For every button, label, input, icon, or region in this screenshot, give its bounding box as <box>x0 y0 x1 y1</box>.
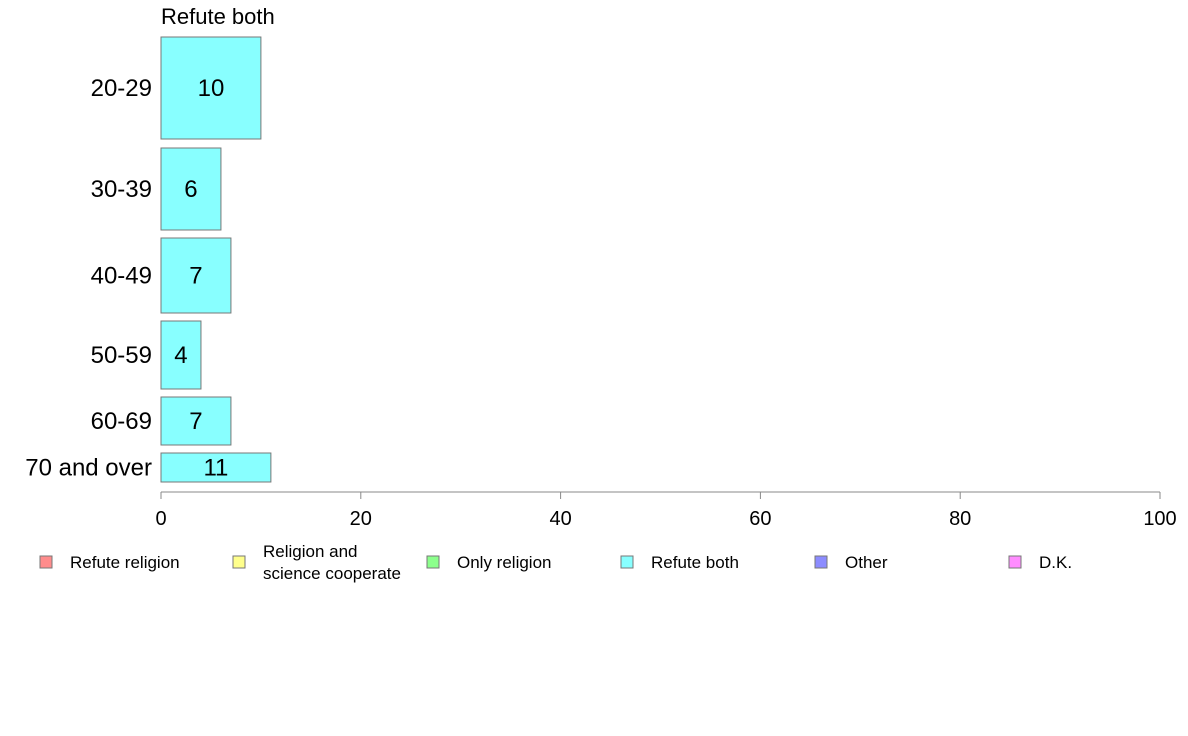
category-label: 40-49 <box>91 263 152 290</box>
legend-swatch <box>1008 555 1022 569</box>
legend-item-refute-religion: Refute religion <box>39 553 180 572</box>
category-label: 30-39 <box>91 176 152 203</box>
data-label: 7 <box>189 408 202 435</box>
legend-label: D.K. <box>1039 553 1072 572</box>
category-label: 20-29 <box>91 75 152 102</box>
x-tick-label: 60 <box>749 508 771 530</box>
data-label: 7 <box>189 263 202 290</box>
bar-40-49 <box>160 237 232 314</box>
legend-swatch <box>426 555 440 569</box>
legend-swatch <box>620 555 634 569</box>
legend-label: Only religion <box>457 553 552 572</box>
category-label: 70 and over <box>25 455 152 482</box>
data-label: 10 <box>198 75 225 102</box>
legend-label: Refute religion <box>70 553 180 572</box>
data-label: 4 <box>174 342 187 369</box>
bar-30-39 <box>160 147 222 231</box>
x-tick-label: 100 <box>1143 508 1176 530</box>
legend-label: Refute both <box>651 553 739 572</box>
legend-swatch <box>814 555 828 569</box>
legend-swatch <box>232 555 246 569</box>
x-tick-label: 80 <box>949 508 971 530</box>
legend-item-other: Other <box>814 553 888 572</box>
bar-60-69 <box>160 396 232 446</box>
chart-title: Refute both <box>161 4 275 29</box>
x-axis: 0 20 40 60 80 100 <box>155 491 1177 530</box>
x-tick-label: 0 <box>155 508 166 530</box>
legend-item-refute-both: Refute both <box>620 553 739 572</box>
data-label: 11 <box>203 455 228 482</box>
legend-item-religion-and-science-cooperate: Religion and science cooperate <box>232 542 401 583</box>
legend: Refute religion Religion and science coope… <box>39 542 1072 583</box>
legend-label: science cooperate <box>263 564 401 583</box>
legend-item-only-religion: Only religion <box>426 553 552 572</box>
category-label: 50-59 <box>91 342 152 369</box>
bar-20-29 <box>160 36 262 140</box>
legend-item-d-k: D.K. <box>1008 553 1072 572</box>
x-tick-label: 20 <box>350 508 372 530</box>
bar-70-and-over <box>160 452 272 483</box>
bar-50-59 <box>160 320 202 390</box>
legend-swatch <box>39 555 53 569</box>
category-label: 60-69 <box>91 408 152 435</box>
legend-label: Religion and <box>263 542 358 561</box>
bars-layer: 20-29 10 30-39 6 40-49 7 50-59 4 60-69 7 70 and ov… <box>25 36 272 483</box>
x-tick-label: 40 <box>549 508 571 530</box>
legend-label: Other <box>845 553 888 572</box>
data-label: 6 <box>184 176 197 203</box>
